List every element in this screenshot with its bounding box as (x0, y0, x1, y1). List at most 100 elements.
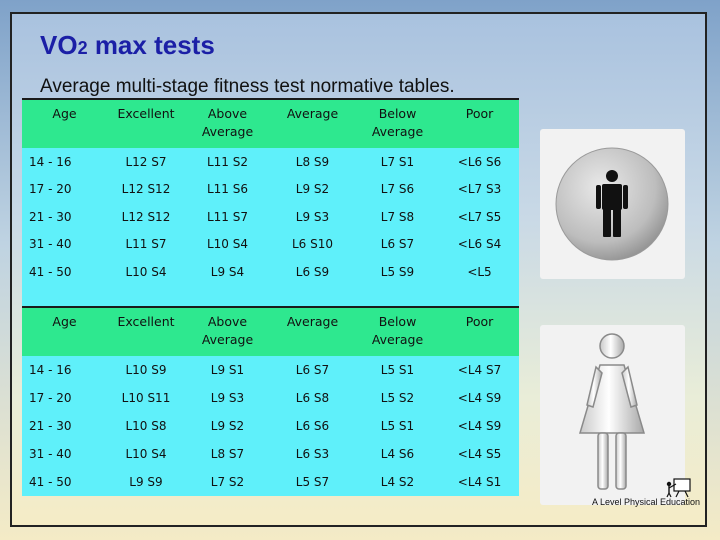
cell-above: L11 S7 (185, 203, 270, 231)
logo-text: A Level Physical Education (592, 497, 701, 507)
cell-poor: <L5 (440, 258, 519, 286)
cell-age: 31 - 40 (22, 440, 107, 468)
header-poor: Poor (440, 306, 519, 356)
cell-excellent: L12 S7 (107, 148, 185, 176)
header-below-average: Below Average (355, 306, 440, 356)
cell-excellent: L10 S9 (107, 356, 185, 384)
cell-above: L9 S1 (185, 356, 270, 384)
table-row: 17 - 20 L12 S12 L11 S6 L9 S2 L7 S6 <L7 S3 (22, 175, 519, 203)
cell-average: L6 S3 (270, 440, 355, 468)
table-header-row: Age Excellent Above Average Average Below… (22, 306, 519, 356)
cell-excellent: L9 S9 (107, 468, 185, 496)
header-below-average: Below Average (355, 98, 440, 148)
man-sign-icon (555, 147, 669, 261)
cell-average: L6 S10 (270, 230, 355, 258)
table-row: 17 - 20 L10 S11 L9 S3 L6 S8 L5 S2 <L4 S9 (22, 384, 519, 412)
cell-age: 41 - 50 (22, 258, 107, 286)
table-row: 41 - 50 L9 S9 L7 S2 L5 S7 L4 S2 <L4 S1 (22, 468, 519, 496)
cell-age: 17 - 20 (22, 384, 107, 412)
table-row: 31 - 40 L11 S7 L10 S4 L6 S10 L6 S7 <L6 S4 (22, 230, 519, 258)
men-photo (540, 129, 685, 279)
table-row: 14 - 16 L10 S9 L9 S1 L6 S7 L5 S1 <L4 S7 (22, 356, 519, 384)
cell-average: L6 S6 (270, 412, 355, 440)
spacer-cell (107, 285, 185, 310)
cell-below: L5 S2 (355, 384, 440, 412)
header-above-average: Above Average (185, 306, 270, 356)
spacer-cell (355, 285, 440, 310)
cell-below: L7 S1 (355, 148, 440, 176)
cell-age: 31 - 40 (22, 230, 107, 258)
spacer-cell (185, 285, 270, 310)
cell-above: L9 S3 (185, 384, 270, 412)
cell-poor: <L4 S9 (440, 412, 519, 440)
spacer-cell (440, 285, 519, 310)
cell-below: L7 S8 (355, 203, 440, 231)
cell-average: L9 S3 (270, 203, 355, 231)
cell-poor: <L6 S4 (440, 230, 519, 258)
lecturer-board-icon (666, 478, 691, 498)
women-photo (540, 325, 685, 505)
cell-average: L5 S7 (270, 468, 355, 496)
header-average: Average (270, 98, 355, 148)
cell-below: L5 S1 (355, 412, 440, 440)
cell-above: L9 S4 (185, 258, 270, 286)
cell-above: L9 S2 (185, 412, 270, 440)
header-poor: Poor (440, 98, 519, 148)
cell-average: L8 S9 (270, 148, 355, 176)
cell-excellent: L12 S12 (107, 175, 185, 203)
woman-sign-icon (578, 333, 646, 490)
cell-average: L9 S2 (270, 175, 355, 203)
cell-average: L6 S7 (270, 356, 355, 384)
spacer-cell (270, 285, 355, 310)
cell-above: L10 S4 (185, 230, 270, 258)
cell-poor: <L7 S5 (440, 203, 519, 231)
cell-excellent: L10 S4 (107, 258, 185, 286)
header-excellent: Excellent (107, 98, 185, 148)
men-fitness-table: Age Excellent Above Average Average Below… (22, 98, 519, 310)
cell-excellent: L12 S12 (107, 203, 185, 231)
cell-below: L7 S6 (355, 175, 440, 203)
cell-excellent: L11 S7 (107, 230, 185, 258)
table-row: 21 - 30 L10 S8 L9 S2 L6 S6 L5 S1 <L4 S9 (22, 412, 519, 440)
slide-subtitle: Average multi-stage fitness test normati… (40, 76, 455, 97)
header-above-average: Above Average (185, 98, 270, 148)
cell-below: L4 S2 (355, 468, 440, 496)
table-header-row: Age Excellent Above Average Average Below… (22, 98, 519, 148)
table-row: 21 - 30 L12 S12 L11 S7 L9 S3 L7 S8 <L7 S5 (22, 203, 519, 231)
cell-age: 21 - 30 (22, 203, 107, 231)
spacer-cell (22, 285, 107, 310)
cell-poor: <L4 S7 (440, 356, 519, 384)
cell-age: 14 - 16 (22, 356, 107, 384)
cell-poor: <L4 S9 (440, 384, 519, 412)
header-age: Age (22, 306, 107, 356)
cell-below: L6 S7 (355, 230, 440, 258)
table-row: 14 - 16 L12 S7 L11 S2 L8 S9 L7 S1 <L6 S6 (22, 148, 519, 176)
table-row: 31 - 40 L10 S4 L8 S7 L6 S3 L4 S6 <L4 S5 (22, 440, 519, 468)
cell-above: L8 S7 (185, 440, 270, 468)
logo: A Level Physical Education (592, 478, 700, 508)
cell-age: 17 - 20 (22, 175, 107, 203)
cell-below: L5 S9 (355, 258, 440, 286)
cell-above: L11 S2 (185, 148, 270, 176)
cell-excellent: L10 S11 (107, 384, 185, 412)
cell-age: 41 - 50 (22, 468, 107, 496)
cell-above: L11 S6 (185, 175, 270, 203)
table-row: 41 - 50 L10 S4 L9 S4 L6 S9 L5 S9 <L5 (22, 258, 519, 286)
cell-age: 21 - 30 (22, 412, 107, 440)
header-excellent: Excellent (107, 306, 185, 356)
slide-title: VO2 max tests (40, 30, 215, 60)
cell-below: L5 S1 (355, 356, 440, 384)
cell-poor: <L4 S1 (440, 468, 519, 496)
cell-average: L6 S8 (270, 384, 355, 412)
cell-age: 14 - 16 (22, 148, 107, 176)
women-fitness-table: Age Excellent Above Average Average Below… (22, 306, 519, 496)
table-spacer-row (22, 285, 519, 310)
cell-below: L4 S6 (355, 440, 440, 468)
cell-poor: <L4 S5 (440, 440, 519, 468)
cell-excellent: L10 S8 (107, 412, 185, 440)
header-average: Average (270, 306, 355, 356)
cell-poor: <L6 S6 (440, 148, 519, 176)
cell-average: L6 S9 (270, 258, 355, 286)
cell-above: L7 S2 (185, 468, 270, 496)
header-age: Age (22, 98, 107, 148)
